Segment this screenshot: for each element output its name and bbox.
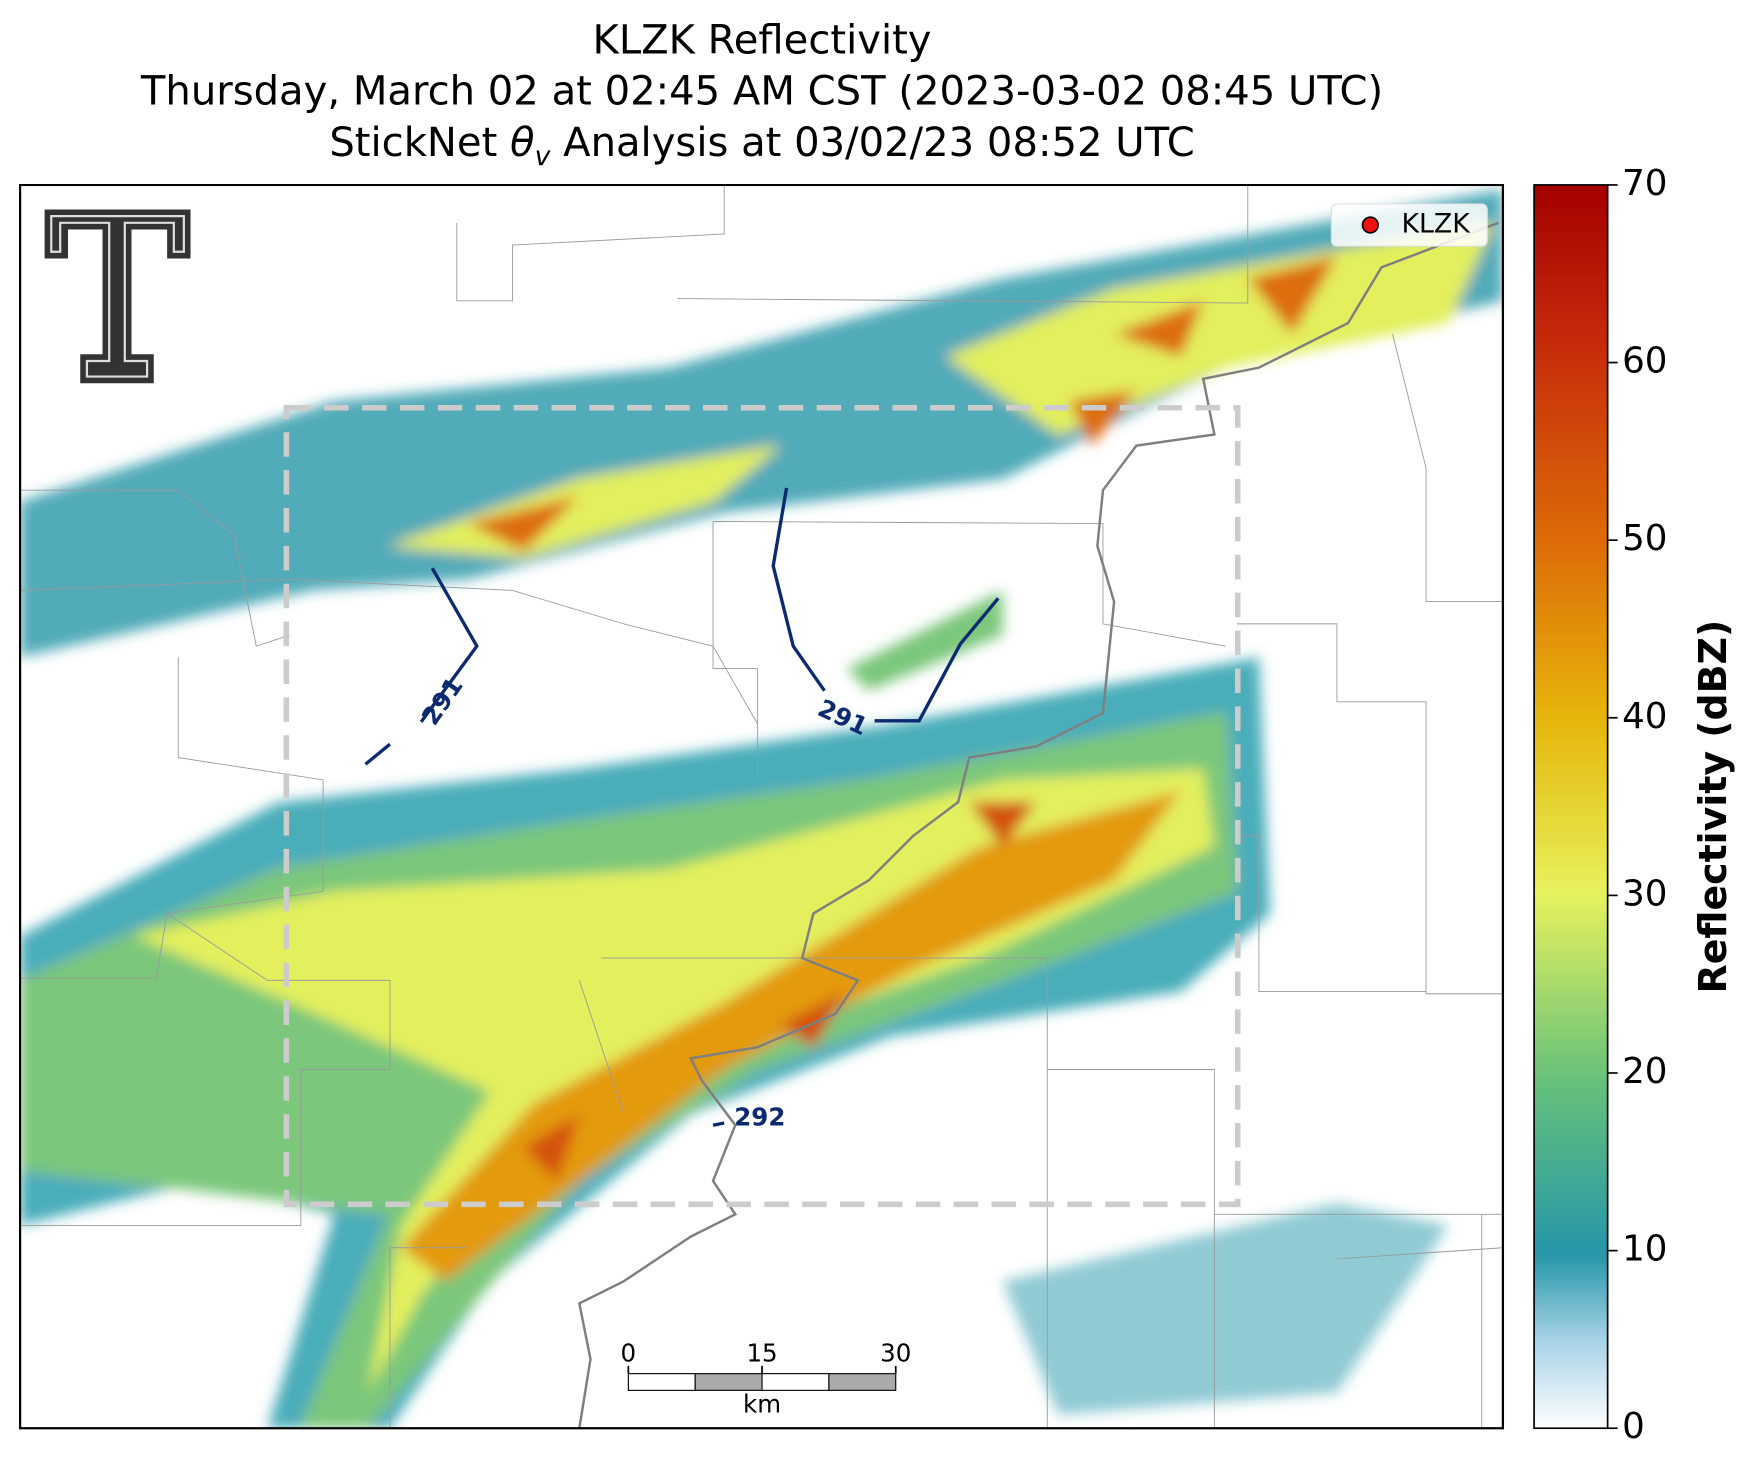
colorbar-tick-label: 60 bbox=[1622, 341, 1667, 382]
subtitle: Thursday, March 02 at 02:45 AM CST (2023… bbox=[140, 69, 1383, 115]
ttu-logo bbox=[40, 204, 195, 388]
scale-unit: km bbox=[743, 1390, 781, 1419]
contour-line bbox=[712, 1121, 725, 1127]
contour-line bbox=[419, 567, 479, 723]
contour-line bbox=[874, 597, 1000, 723]
scale-tick-label: 15 bbox=[746, 1338, 777, 1367]
legend: KLZK bbox=[1330, 203, 1488, 247]
colorbar-tick-label: 20 bbox=[1622, 1051, 1667, 1092]
map-frame bbox=[18, 183, 1505, 1430]
colorbar-tick-label: 70 bbox=[1622, 163, 1667, 204]
analysis-domain bbox=[283, 404, 1241, 1208]
county-lines bbox=[20, 184, 1503, 1429]
contour-label: 292 bbox=[734, 1103, 785, 1132]
analysis-suffix: Analysis at 03/02/23 08:52 UTC bbox=[563, 120, 1195, 166]
analysis-subscript: v bbox=[535, 141, 552, 172]
colorbar-tick-label: 30 bbox=[1622, 873, 1667, 914]
reflectivity bbox=[20, 189, 1503, 1429]
scale-tick-label: 0 bbox=[621, 1338, 637, 1367]
scale-bar: km 0 15 30 bbox=[621, 1338, 912, 1418]
colorbar-tick-label: 10 bbox=[1622, 1229, 1667, 1270]
contour-line bbox=[771, 487, 826, 692]
state-boundary bbox=[577, 221, 1499, 1429]
analysis-title: StickNet θv Analysis at 03/02/23 08:52 U… bbox=[329, 120, 1194, 175]
legend-label: KLZK bbox=[1402, 209, 1472, 240]
colorbar-label: Reflectivity (dBZ) bbox=[1691, 620, 1735, 994]
legend-marker bbox=[1361, 216, 1379, 234]
colorbar-tick-label: 40 bbox=[1622, 696, 1667, 737]
map: 291 291 292 KLZK km 0 15 30 bbox=[20, 184, 1503, 1429]
scale-tick-label: 30 bbox=[880, 1338, 911, 1367]
contour-line bbox=[364, 742, 392, 766]
analysis-prefix: StickNet bbox=[329, 120, 497, 166]
colorbar bbox=[1533, 184, 1609, 1430]
title: KLZK Reflectivity bbox=[593, 17, 932, 63]
colorbar-tick-label: 0 bbox=[1622, 1406, 1645, 1447]
analysis-symbol: θ bbox=[510, 120, 535, 166]
colorbar-tick-label: 50 bbox=[1622, 518, 1667, 559]
legend-box bbox=[1330, 203, 1488, 247]
